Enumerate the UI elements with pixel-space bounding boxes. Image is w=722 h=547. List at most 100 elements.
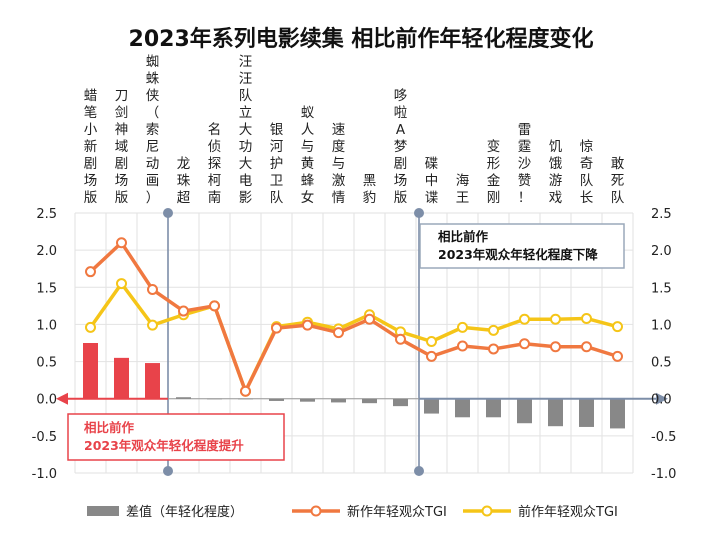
bar-diff [455, 398, 470, 418]
y-tick-left: -0.5 [32, 430, 57, 445]
y-tick-right: 0.0 [651, 393, 672, 408]
bar-diff [300, 398, 315, 402]
bar-diff [610, 398, 625, 429]
annotation-right-line1: 相比前作 [438, 229, 489, 244]
legend-label-prev: 前作年轻观众TGI [518, 504, 618, 520]
point-new [147, 284, 158, 296]
bar-diff [269, 398, 284, 401]
bar-diff [362, 398, 377, 404]
annotation-left: 相比前作 2023年观众年轻化程度提升 [67, 413, 285, 461]
point-new [395, 333, 406, 345]
annotation-left-line1: 相比前作 [84, 420, 135, 435]
category-label: 海王 [456, 173, 470, 206]
category-label: 汪汪队立大功大电影 [239, 54, 253, 206]
point-new [457, 340, 468, 352]
bar-diff [176, 397, 191, 399]
y-tick-right: 1.0 [651, 318, 672, 333]
legend-swatch-bar [87, 506, 119, 516]
point-new [426, 350, 437, 362]
y-tick-right: 1.5 [651, 281, 672, 296]
point-prev [519, 313, 530, 325]
annotation-left-box [67, 413, 285, 461]
legend-label-bar: 差值（年轻化程度） [126, 504, 243, 520]
category-label: 惊奇队长 [580, 139, 594, 206]
legend-label-new: 新作年轻观众TGI [347, 504, 447, 520]
category-label: 黑豹 [363, 173, 377, 206]
point-new [178, 305, 189, 317]
category-label: 雷霆沙赞！ [518, 122, 532, 206]
point-prev [116, 278, 127, 290]
legend: 差值（年轻化程度） 新作年轻观众TGI 前作年轻观众TGI [87, 504, 618, 520]
divider-left-dot-bottom [163, 466, 173, 476]
point-prev [612, 321, 623, 333]
category-label: 蜘蛛侠（索尼动画） [146, 54, 160, 206]
category-label: 龙珠超 [177, 156, 191, 206]
bar-diff [393, 398, 408, 407]
category-label: 碟中谍 [425, 156, 439, 206]
point-new [519, 338, 530, 350]
point-new [302, 319, 313, 331]
y-tick-left: 2.5 [36, 207, 57, 222]
point-prev [147, 319, 158, 331]
point-prev [581, 312, 592, 324]
point-new [240, 385, 251, 397]
annotation-left-line2: 2023年观众年轻化程度提升 [84, 438, 244, 453]
bar-diff [207, 398, 222, 400]
point-new [209, 300, 220, 312]
direction-arrows [56, 392, 668, 405]
divider-right-dot-bottom [414, 466, 424, 476]
point-new [550, 341, 561, 353]
legend-marker-new [310, 505, 322, 517]
y-tick-left: 1.5 [36, 281, 57, 296]
category-label: 银河护卫队 [270, 122, 284, 206]
y-tick-left: 2.0 [36, 244, 57, 259]
point-prev [550, 313, 561, 325]
point-new [364, 313, 375, 325]
point-prev [457, 321, 468, 333]
y-tick-right: 0.5 [651, 356, 672, 371]
point-new [85, 266, 96, 278]
category-label: 饥饿游戏 [549, 139, 563, 206]
category-label: 变形金刚 [487, 139, 501, 206]
point-new [116, 237, 127, 249]
point-prev [85, 321, 96, 333]
category-label: 蜡笔小新剧场版 [84, 88, 98, 206]
y-tick-right: -0.5 [651, 430, 676, 445]
annotation-right: 相比前作 2023年观众年轻化程度下降 [419, 223, 625, 269]
bar-diff [424, 398, 439, 414]
bar-diff [579, 398, 594, 427]
bar-series [83, 343, 625, 429]
category-label: 哆啦 A 梦剧场版 [394, 88, 408, 206]
divider-right-dot-top [414, 208, 424, 218]
y-tick-right: 2.5 [651, 207, 672, 222]
category-label: 蚁人与黄蜂女 [301, 105, 315, 206]
y-tick-left: 0.5 [36, 356, 57, 371]
point-new [488, 343, 499, 355]
y-axis-left: -1.0 -0.5 0.0 0.5 1.0 1.5 2.0 2.5 [32, 207, 57, 482]
bar-diff [238, 398, 253, 400]
bar-diff [486, 398, 501, 418]
bar-diff [145, 363, 160, 399]
point-new [581, 341, 592, 353]
bar-diff [548, 398, 563, 427]
y-tick-left: -1.0 [32, 467, 57, 482]
category-labels: 蜡笔小新剧场版 刀剑神域剧场版 蜘蛛侠（索尼动画） 龙珠超 名侦探柯南 汪汪队立大功大电影… [84, 54, 625, 206]
arrow-right-head [656, 392, 668, 405]
line-series [85, 237, 623, 397]
annotation-right-box [419, 223, 625, 269]
bar-diff [331, 398, 346, 403]
annotation-right-line2: 2023年观众年轻化程度下降 [438, 247, 598, 262]
point-prev [426, 336, 437, 348]
divider-left-dot-top [163, 208, 173, 218]
bar-diff [517, 398, 532, 424]
y-axis-right: -1.0 -0.5 0.0 0.5 1.0 1.5 2.0 2.5 [651, 207, 676, 482]
point-new [271, 322, 282, 334]
category-label: 敢死队 [611, 156, 625, 206]
point-new [333, 327, 344, 339]
bar-diff [83, 343, 98, 399]
point-prev [488, 324, 499, 336]
category-label: 刀剑神域剧场版 [115, 88, 129, 206]
point-new [612, 350, 623, 362]
